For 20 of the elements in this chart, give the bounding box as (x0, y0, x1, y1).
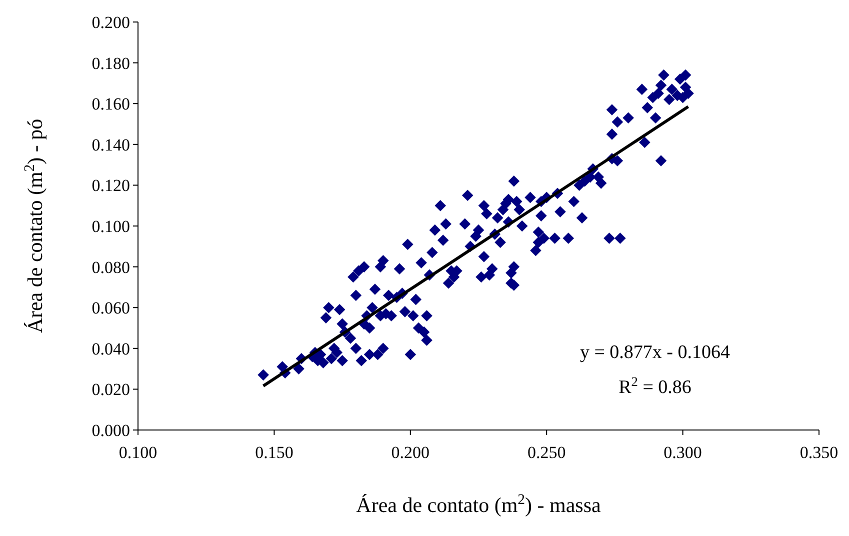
x-tick-label: 0.300 (664, 443, 702, 462)
annotation: R$^{2}$ = 0.86 (618, 374, 692, 398)
y-tick-label: 0.040 (92, 339, 130, 358)
y-tick-label: 0.100 (92, 216, 130, 236)
y-tick-label: 0.020 (92, 380, 130, 400)
y-tick-label: 0.060 (92, 298, 130, 318)
x-tick-label: 0.150 (255, 443, 294, 462)
y-tick-label: 0.000 (92, 420, 130, 440)
x-tick-label: 0.200 (391, 443, 430, 462)
x-axis-title: Área de contato (m$^{2}$) - massa (356, 492, 602, 517)
x-tick-label: 0.350 (800, 443, 838, 462)
y-tick-label: 0.080 (92, 258, 130, 277)
y-tick-label: 0.140 (92, 135, 130, 154)
y-tick-label: 0.160 (92, 94, 130, 114)
annotation: y = 0.877x - 0.1064 (580, 342, 731, 363)
x-tick-label: 0.250 (527, 443, 566, 462)
y-tick-label: 0.120 (92, 176, 130, 196)
y-tick-label: 0.180 (92, 54, 130, 73)
y-tick-label: 0.200 (92, 12, 130, 32)
x-tick-label: 0.100 (118, 443, 158, 462)
